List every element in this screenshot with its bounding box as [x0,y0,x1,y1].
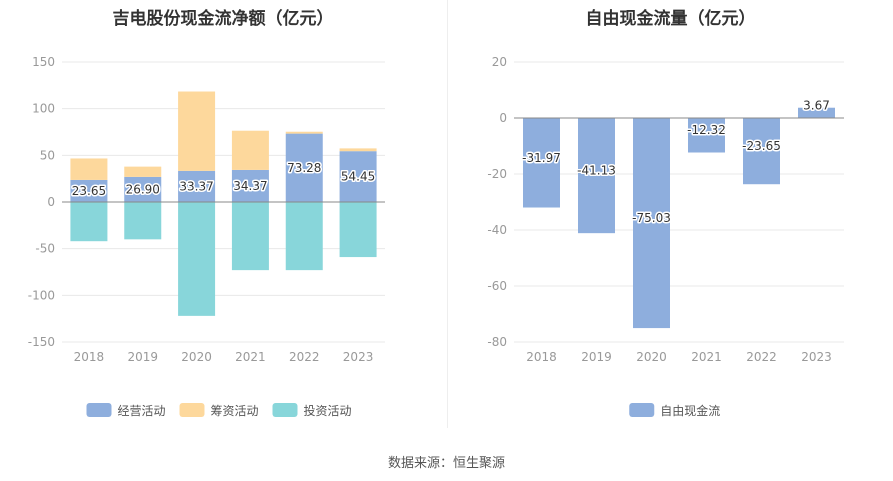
data-label-halo: -75.03 [632,211,671,225]
y-tick-label: 0 [499,111,507,125]
data-label-halo: 34.37 [233,179,267,193]
bar-free_cash_flow-2021 [688,118,725,153]
bar-free_cash_flow-2018 [523,118,560,208]
data-label-halo: 33.37 [179,179,213,193]
y-tick-label: -150 [28,335,55,349]
bar-investing-2022 [285,202,323,271]
y-tick-label: 50 [40,148,55,162]
data-label-halo: 54.45 [341,170,375,184]
data-label: -12.32 [687,123,726,137]
data-label: 3.67 [803,99,830,113]
bar-operating-2023 [339,151,377,202]
y-tick-label: 0 [47,195,55,209]
x-tick-label: 2019 [127,350,158,364]
bar-free_cash_flow-2020 [633,118,670,329]
data-label-halo: -23.65 [742,139,781,153]
right-chart-title: 自由现金流量（亿元） [585,9,756,29]
bar-operating-2019 [124,176,162,202]
bar-financing-2018 [70,158,108,180]
bar-operating-2020 [178,170,216,202]
data-label: 23.65 [72,184,106,198]
data-label: 26.90 [126,182,160,196]
y-tick-label: 100 [32,102,55,116]
y-tick-label: -100 [28,288,55,302]
bar-investing-2021 [231,202,269,271]
x-tick-label: 2021 [235,350,266,364]
legend-label-financing: 筹资活动 [211,404,259,418]
bar-investing-2018 [70,202,108,242]
x-tick-label: 2018 [74,350,105,364]
legend-swatch-investing [272,403,298,417]
x-tick-label: 2022 [746,350,777,364]
bar-free_cash_flow-2022 [743,118,780,185]
data-label-halo: 23.65 [72,184,106,198]
y-tick-label: -80 [487,335,507,349]
x-tick-label: 2019 [581,350,612,364]
y-tick-label: -50 [35,242,55,256]
free-cash-flow-chart: 20 0 -20 -40 -60 -80 2018 2019 2020 2021 2022 2023 -… [487,55,844,418]
data-label-halo: 26.90 [126,182,160,196]
data-label-halo: -12.32 [687,123,726,137]
legend-label-free_cash_flow: 自由现金流 [660,403,720,418]
bar-free_cash_flow-2019 [578,118,615,234]
x-tick-label: 2021 [691,350,722,364]
data-label: -75.03 [632,211,671,225]
legend-label-investing: 投资活动 [304,403,352,418]
panel-divider [447,0,448,428]
bar-free_cash_flow-2023 [798,107,835,118]
data-label: -31.97 [522,151,561,165]
x-tick-label: 2022 [289,350,320,364]
bar-financing-2022 [285,131,323,134]
y-tick-label: -60 [487,279,507,293]
x-tick-label: 2023 [801,350,832,364]
bar-financing-2021 [231,130,269,170]
cash-flow-chart: 150 100 50 0 -50 -100 -150 2018 2019 2020 2021 2022… [28,55,385,418]
data-source-note: 数据来源：恒生聚源 [387,456,505,471]
data-label: -23.65 [742,139,781,153]
bar-operating-2021 [231,169,269,202]
legend-swatch-financing [179,403,205,417]
data-label-halo: -41.13 [577,164,616,178]
data-label: 54.45 [341,170,375,184]
y-tick-label: -20 [487,167,507,181]
data-label-halo: 73.28 [287,161,321,175]
legend-label-operating: 经营活动 [118,404,166,418]
left-chart-title: 吉电股份现金流净额（亿元） [112,9,334,29]
bar-investing-2023 [339,202,377,258]
x-tick-label: 2023 [343,350,374,364]
y-tick-label: 150 [32,55,55,69]
y-tick-label: -40 [487,223,507,237]
data-label-halo: 3.67 [803,99,830,113]
data-label: 34.37 [233,179,267,193]
data-label: 33.37 [179,179,213,193]
bar-financing-2023 [339,148,377,152]
bar-operating-2018 [70,179,108,202]
legend-swatch-operating [86,403,112,417]
y-tick-label: 20 [492,55,507,69]
x-tick-label: 2020 [181,350,212,364]
bar-operating-2022 [285,133,323,202]
bar-financing-2020 [178,91,216,171]
bar-financing-2019 [124,166,162,177]
data-label: -41.13 [577,164,616,178]
data-label-halo: -31.97 [522,151,561,165]
x-tick-label: 2020 [636,350,667,364]
data-label: 73.28 [287,161,321,175]
x-tick-label: 2018 [526,350,557,364]
legend-swatch-free_cash_flow [629,403,655,417]
bar-investing-2019 [124,202,162,240]
bar-investing-2020 [178,202,216,316]
